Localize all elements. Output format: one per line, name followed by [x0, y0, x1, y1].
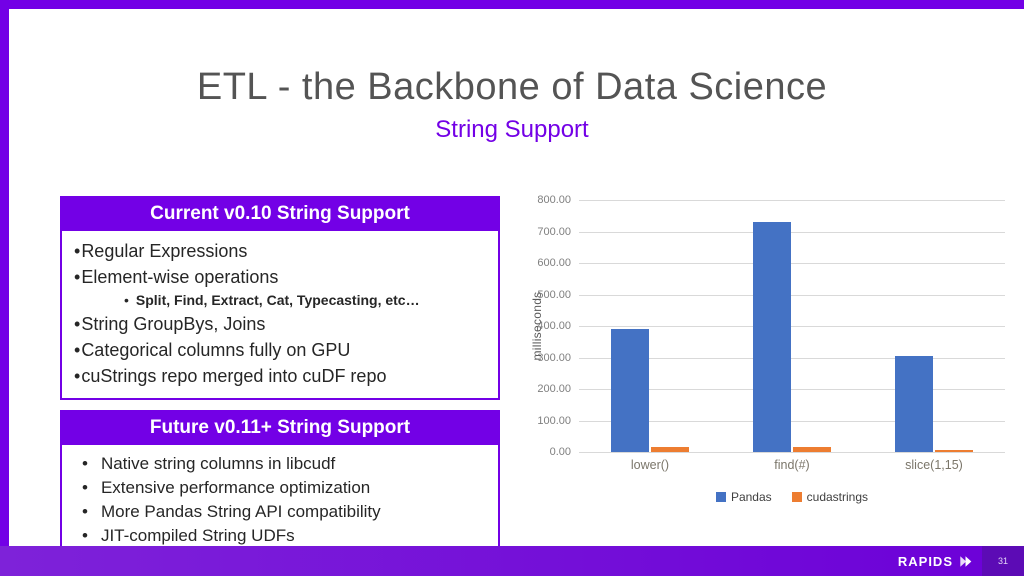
x-axis-label: lower(): [630, 458, 670, 472]
left-accent-bar: [0, 0, 9, 547]
bar-pandas: [753, 222, 791, 452]
page-number: 31: [997, 556, 1008, 566]
list-item: String GroupBys, Joins: [74, 311, 488, 337]
gridline: [579, 357, 1005, 359]
list-item: cuStrings repo merged into cuDF repo: [74, 363, 488, 389]
y-tick-label: 0.00: [549, 446, 571, 458]
legend-item: cudastrings: [791, 490, 869, 504]
legend-item: Pandas: [715, 490, 772, 504]
bar-pandas: [611, 329, 649, 452]
future-support-box: Future v0.11+ String Support Native stri…: [60, 410, 500, 560]
gridline: [579, 200, 1005, 201]
list-item: Element-wise operations: [74, 264, 488, 290]
gridline: [579, 452, 1005, 453]
x-axis-label: find(#): [774, 458, 810, 472]
y-tick-label: 400.00: [537, 320, 571, 332]
y-tick-label: 600.00: [537, 257, 571, 269]
legend-label: cudastrings: [806, 490, 869, 504]
bar-pandas: [895, 355, 933, 452]
plot-area: [579, 200, 1005, 453]
bar-cudastrings: [793, 447, 831, 452]
top-accent-bar: [0, 0, 1024, 9]
future-support-list: Native string columns in libcudfExtensiv…: [62, 445, 498, 558]
rapids-logo: RAPIDS: [898, 546, 972, 576]
gridline: [579, 420, 1005, 422]
current-support-box: Current v0.10 String Support Regular Exp…: [60, 196, 500, 401]
bar-group: [579, 200, 721, 452]
y-tick-label: 800.00: [537, 194, 571, 206]
gridline: [579, 263, 1005, 264]
list-item: Regular Expressions: [74, 238, 488, 264]
slide-subtitle: String Support: [435, 116, 589, 143]
list-item: Extensive performance optimization: [74, 476, 488, 500]
bar-cudastrings: [651, 447, 689, 452]
list-item: Native string columns in libcudf: [74, 452, 488, 476]
rapids-chevron-icon: [960, 555, 972, 567]
page-number-box: 31: [982, 546, 1024, 576]
current-support-list: Regular ExpressionsElement-wise operatio…: [62, 231, 498, 398]
list-item: Categorical columns fully on GPU: [74, 337, 488, 363]
y-axis-ticks: 800.00 700.00 600.00 500.00 400.00 300.00 200.…: [529, 194, 575, 458]
current-support-header: Current v0.10 String Support: [62, 198, 498, 231]
bar-group: [721, 200, 863, 452]
list-item: More Pandas String API compatibility: [74, 500, 488, 524]
bottom-footer-bar: RAPIDS 31: [0, 546, 1024, 576]
y-tick-label: 700.00: [537, 225, 571, 238]
gridline: [579, 389, 1005, 390]
chart-legend: Pandas cudastrings: [579, 490, 1005, 504]
legend-swatch: [791, 492, 802, 502]
list-item: JIT-compiled String UDFs: [74, 524, 488, 548]
gridline: [579, 294, 1005, 296]
slide-title: ETL - the Backbone of Data Science: [196, 66, 828, 108]
legend-label: Pandas: [730, 490, 772, 504]
gridline: [579, 326, 1005, 327]
y-tick-label: 500.00: [537, 288, 571, 301]
rapids-logo-text: RAPIDS: [897, 553, 953, 569]
y-tick-label: 200.00: [537, 383, 571, 395]
legend-swatch: [715, 492, 726, 502]
list-item: Split, Find, Extract, Cat, Typecasting, …: [124, 290, 488, 311]
future-support-header: Future v0.11+ String Support: [62, 412, 498, 445]
y-tick-label: 300.00: [537, 351, 571, 364]
gridline: [579, 231, 1005, 233]
bar-chart: milliseconds 800.00 700.00 600.00 500.00 400…: [523, 190, 1011, 520]
bar-group: [863, 200, 1005, 452]
x-axis-label: slice(1,15): [905, 458, 963, 472]
y-tick-label: 100.00: [537, 414, 571, 427]
x-axis-labels: lower() find(#) slice(1,15): [579, 458, 1005, 472]
bar-cudastrings: [935, 450, 973, 452]
